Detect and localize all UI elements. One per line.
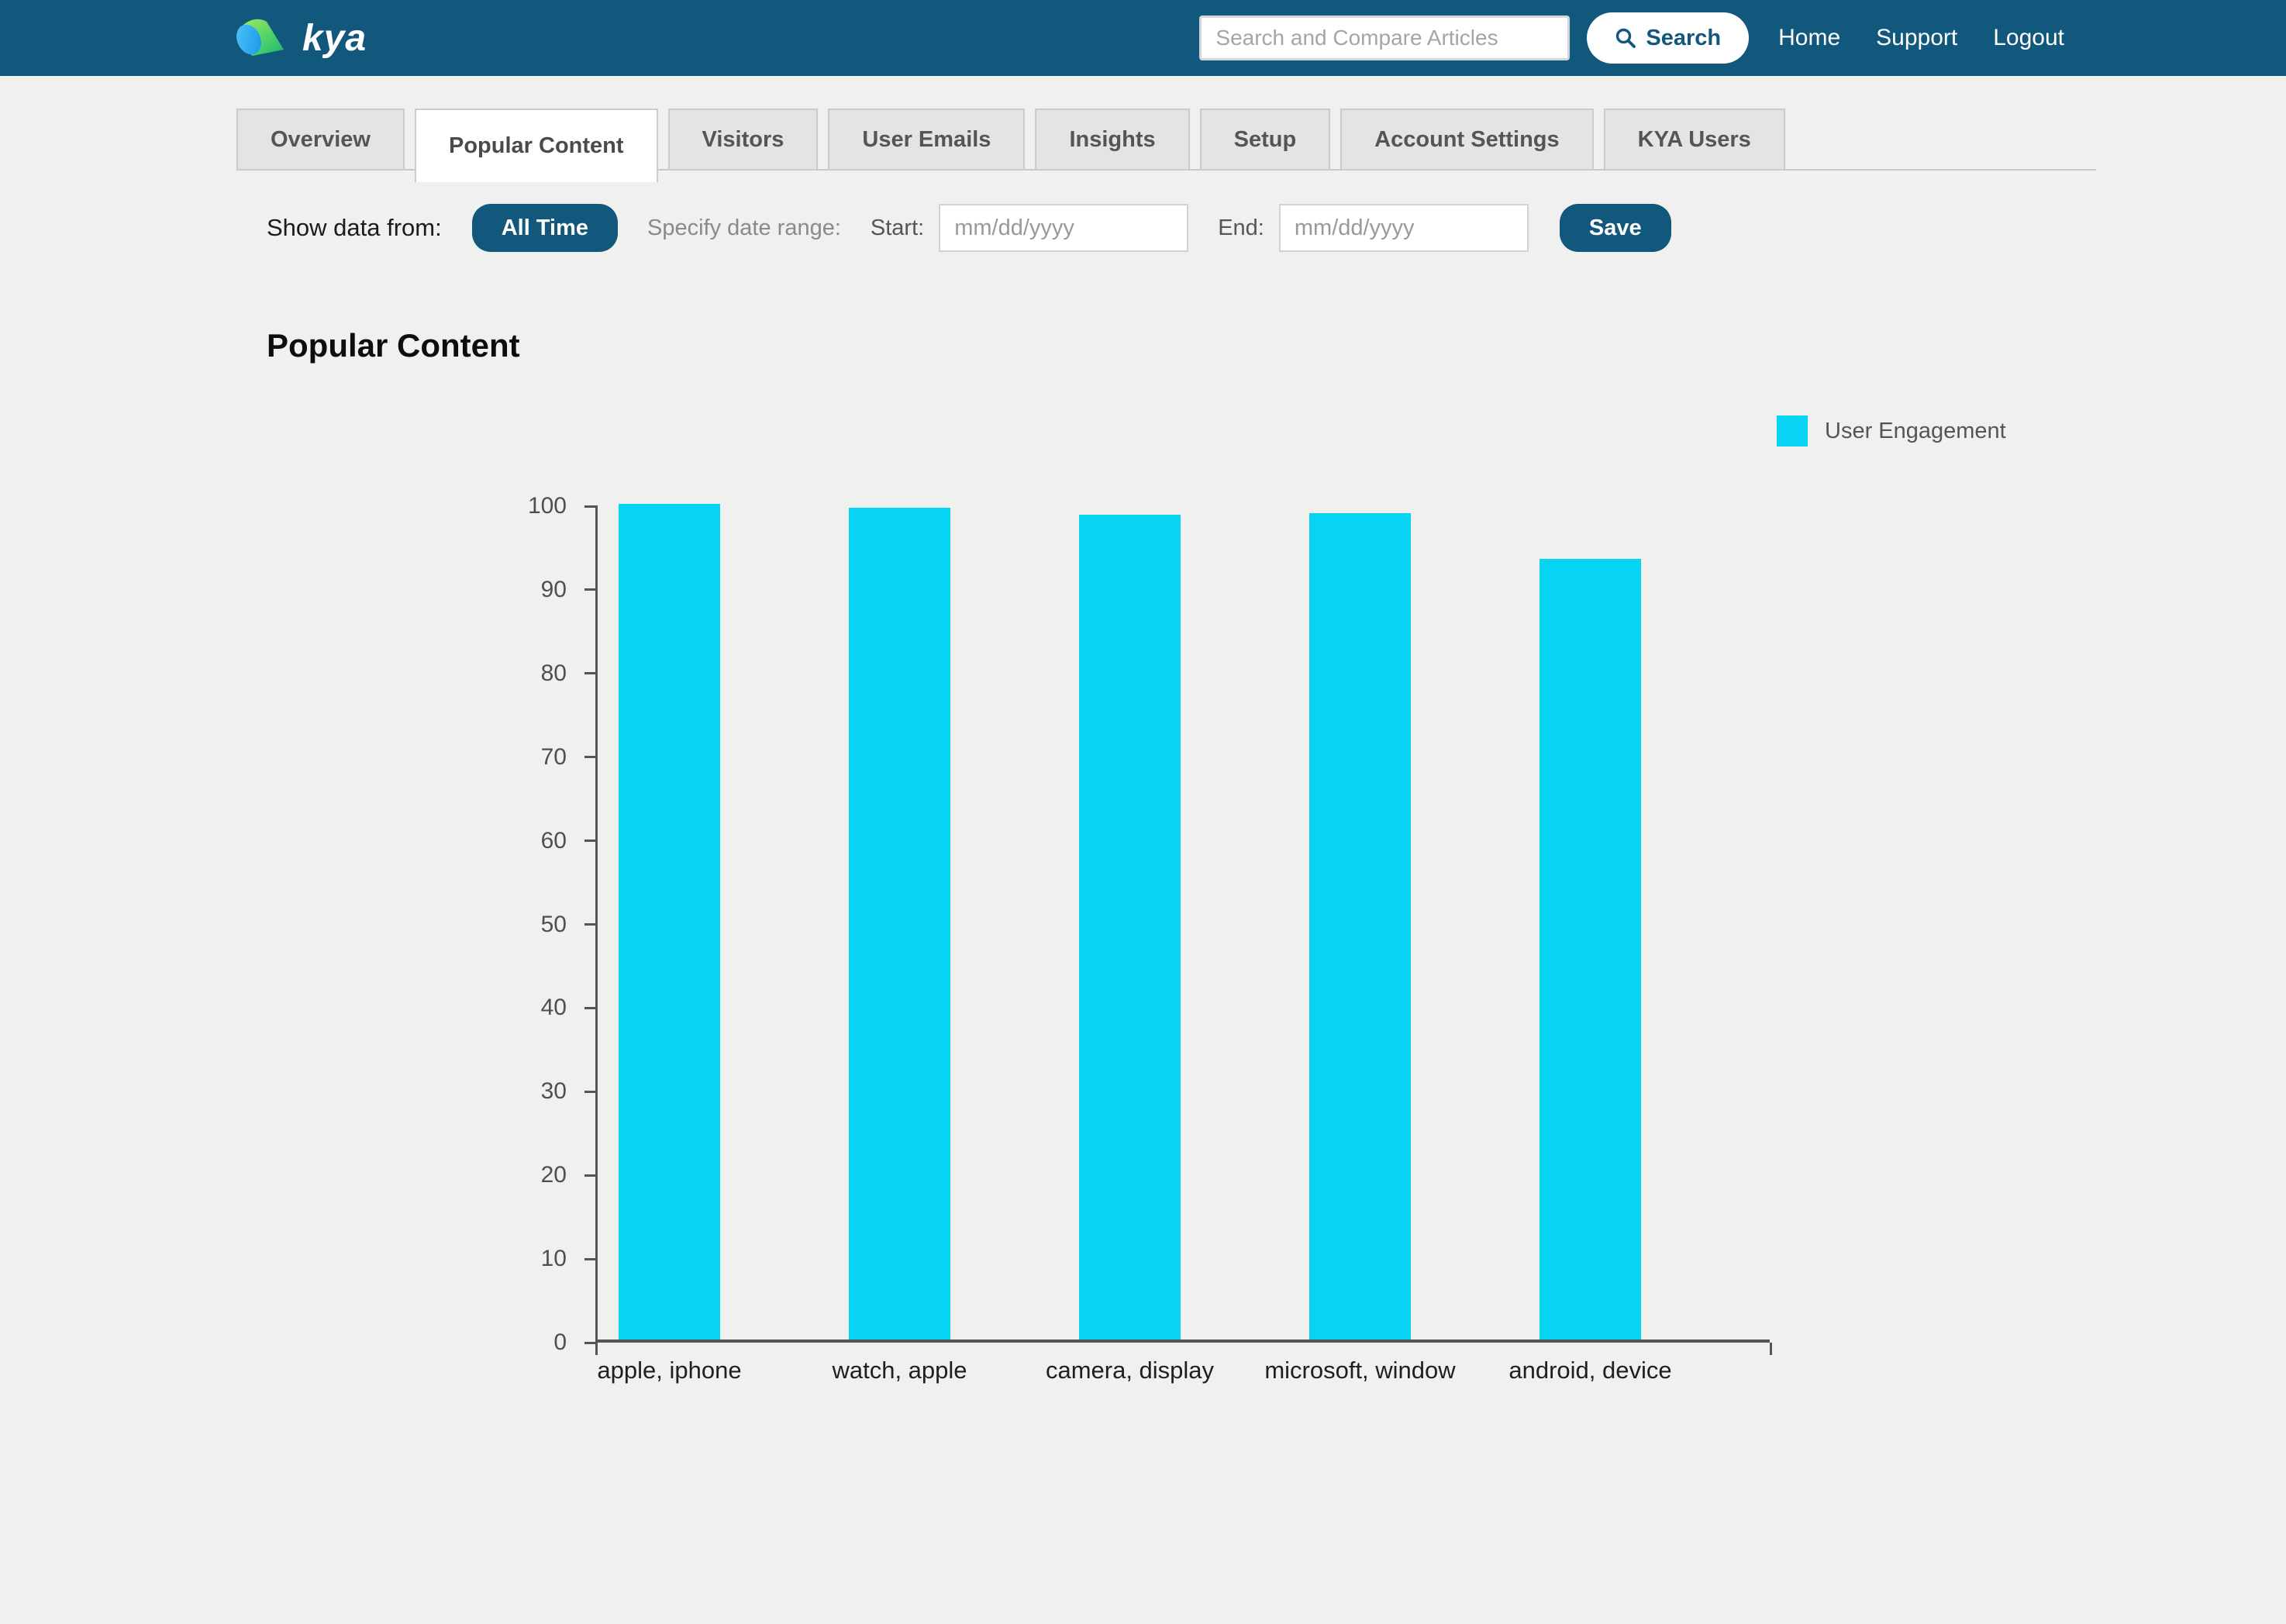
save-button[interactable]: Save [1559,204,1671,252]
y-tick-0 [584,1341,598,1344]
y-tick-100 [584,505,598,508]
search-button[interactable]: Search [1587,12,1750,64]
y-tick-80 [584,672,598,675]
navbar-right-group: Search Home Support Logout [1199,12,2064,64]
all-time-button[interactable]: All Time [471,204,618,252]
start-date-input[interactable] [939,204,1189,252]
x-label-watch-apple: watch, apple [832,1357,967,1384]
x-label-android-device: android, device [1508,1357,1672,1384]
bar-chart: 0 10 20 30 40 50 60 70 80 90 100 apple, iphone watch… [528,493,1772,1384]
y-label-70: 70 [540,743,567,770]
logo-text: kya [302,17,367,59]
bar-apple-iphone [619,504,720,1340]
y-axis-under-tick [595,1343,598,1355]
y-tick-70 [584,756,598,759]
y-tick-60 [584,840,598,843]
tab-bar: Overview Popular Content Visitors User Emai… [236,109,2096,182]
chart-legend: User Engagement [1777,415,2006,447]
legend-swatch-user-engagement [1777,415,1808,447]
start-date-label: Start: [870,215,925,240]
bar-microsoft-window [1309,512,1411,1340]
logo[interactable]: kya [233,16,367,60]
y-label-90: 90 [540,576,567,602]
y-label-20: 20 [540,1162,567,1188]
nav-link-logout[interactable]: Logout [1993,25,2064,50]
tab-popular-content[interactable]: Popular Content [414,109,658,182]
tab-insights[interactable]: Insights [1035,109,1190,171]
y-label-80: 80 [540,660,567,686]
x-axis-end-tick [1770,1343,1772,1355]
y-tick-30 [584,1090,598,1093]
end-date-input[interactable] [1278,204,1529,252]
page-title: Popular Content [267,327,520,364]
y-tick-50 [584,923,598,926]
tab-overview[interactable]: Overview [236,109,405,171]
top-navbar: kya Search Home Support Logout [0,0,2286,76]
nav-link-home[interactable]: Home [1778,25,1841,50]
y-label-100: 100 [527,493,567,519]
logo-cone-icon [233,16,288,60]
search-icon [1615,27,1636,49]
y-label-50: 50 [540,911,567,937]
legend-label: User Engagement [1825,418,2006,443]
x-label-apple-iphone: apple, iphone [597,1357,742,1384]
y-tick-90 [584,588,598,591]
bar-camera-display [1079,515,1181,1340]
tab-setup[interactable]: Setup [1199,109,1331,171]
y-label-0: 0 [553,1329,567,1355]
date-filter-bar: Show data from: All Time Specify date ra… [267,204,1671,252]
bar-android-device [1540,559,1641,1340]
end-date-label: End: [1218,215,1264,240]
show-data-from-label: Show data from: [267,214,442,241]
search-input[interactable] [1199,16,1571,60]
tab-account-settings[interactable]: Account Settings [1340,109,1594,171]
tab-user-emails[interactable]: User Emails [828,109,1026,171]
y-label-40: 40 [540,995,567,1021]
y-tick-40 [584,1006,598,1009]
x-label-microsoft-window: microsoft, window [1264,1357,1456,1384]
search-button-label: Search [1646,25,1722,50]
y-label-60: 60 [540,827,567,853]
navbar-links: Home Support Logout [1778,25,2064,51]
y-tick-10 [584,1257,598,1260]
specify-date-range-label: Specify date range: [647,215,841,240]
x-label-camera-display: camera, display [1045,1357,1215,1384]
y-label-10: 10 [540,1246,567,1272]
tab-visitors[interactable]: Visitors [667,109,819,171]
nav-link-support[interactable]: Support [1876,25,1958,50]
tab-kya-users[interactable]: KYA Users [1603,109,1785,171]
bar-watch-apple [849,508,950,1340]
y-tick-20 [584,1174,598,1177]
y-label-30: 30 [540,1078,567,1105]
